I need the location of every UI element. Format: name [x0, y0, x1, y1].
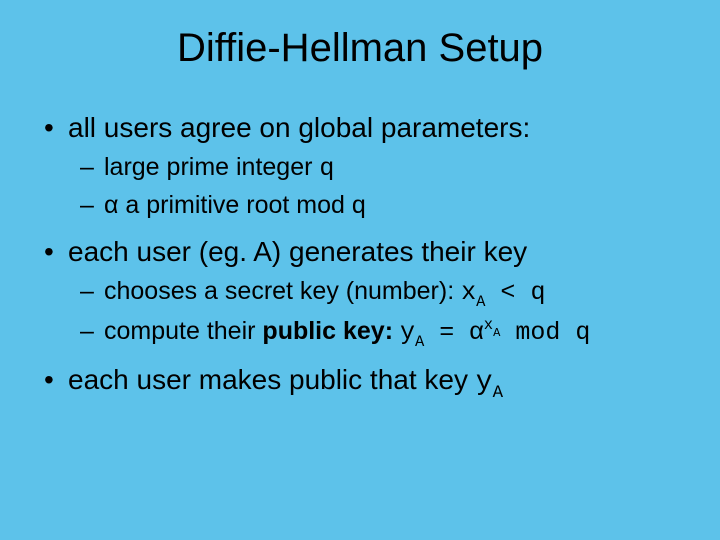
bullet-2a-expr: xA < q: [461, 278, 545, 307]
bullet-2b-eq: =: [424, 318, 469, 347]
bullet-2b-y: y: [400, 318, 415, 347]
bullet-2a: chooses a secret key (number): xA < q: [68, 273, 680, 313]
bullet-2a-lt: <: [485, 278, 530, 307]
sublist-1: large prime integer q α a primitive root…: [68, 149, 680, 225]
bullet-1b: α a primitive root mod q: [68, 187, 680, 225]
bullet-1b-text: α a primitive root mod q: [104, 191, 366, 219]
bullet-3-A: A: [493, 384, 503, 403]
bullet-2-text: each user (eg. A) generates their key: [68, 236, 527, 267]
bullet-list: all users agree on global parameters: la…: [40, 109, 680, 404]
bullet-1a-pre: large prime integer: [104, 153, 319, 181]
bullet-1: all users agree on global parameters: la…: [40, 109, 680, 225]
bullet-2b-pre: compute their: [104, 317, 262, 345]
bullet-2b-supA: A: [493, 326, 500, 340]
sublist-2: chooses a secret key (number): xA < q co…: [68, 273, 680, 354]
bullet-3-pre: each user makes public that key: [68, 364, 476, 395]
bullet-2b-Ay: A: [415, 333, 424, 351]
bullet-2b-alpha: α: [469, 317, 483, 345]
slide-title: Diffie-Hellman Setup: [40, 26, 680, 71]
bullet-1-text: all users agree on global parameters:: [68, 112, 530, 143]
bullet-1a-q: q: [319, 154, 334, 183]
bullet-2b-bold: public key:: [262, 317, 393, 345]
bullet-2a-pre: chooses a secret key (number):: [104, 277, 461, 305]
bullet-1a: large prime integer q: [68, 149, 680, 188]
bullet-2b-sp: [393, 317, 400, 345]
bullet-3-expr: yA: [476, 367, 503, 398]
bullet-2b-expr: yA =: [400, 318, 469, 347]
bullet-2a-q: q: [530, 278, 545, 307]
bullet-2a-x: x: [461, 278, 476, 307]
bullet-2: each user (eg. A) generates their key ch…: [40, 233, 680, 353]
bullet-3-y: y: [476, 367, 493, 398]
bullet-2b-mod: mod q: [500, 318, 590, 347]
bullet-2b-supx: x: [484, 316, 493, 334]
slide: Diffie-Hellman Setup all users agree on …: [0, 0, 720, 540]
bullet-3: each user makes public that key yA: [40, 361, 680, 404]
bullet-2b-exp: xA: [484, 316, 501, 334]
bullet-2b: compute their public key: yA = αxA mod q: [68, 313, 680, 353]
bullet-2a-A: A: [476, 293, 485, 311]
